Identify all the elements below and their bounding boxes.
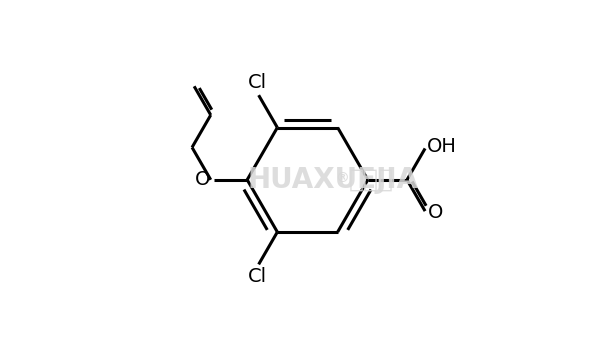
Text: OH: OH (427, 137, 457, 156)
Text: HUAXUEJIA: HUAXUEJIA (247, 166, 418, 194)
Text: Cl: Cl (248, 267, 267, 286)
Text: 化学加: 化学加 (349, 168, 394, 192)
Text: O: O (428, 203, 443, 222)
Text: O: O (196, 170, 211, 189)
Text: ®: ® (335, 171, 349, 185)
Text: Cl: Cl (248, 73, 267, 93)
